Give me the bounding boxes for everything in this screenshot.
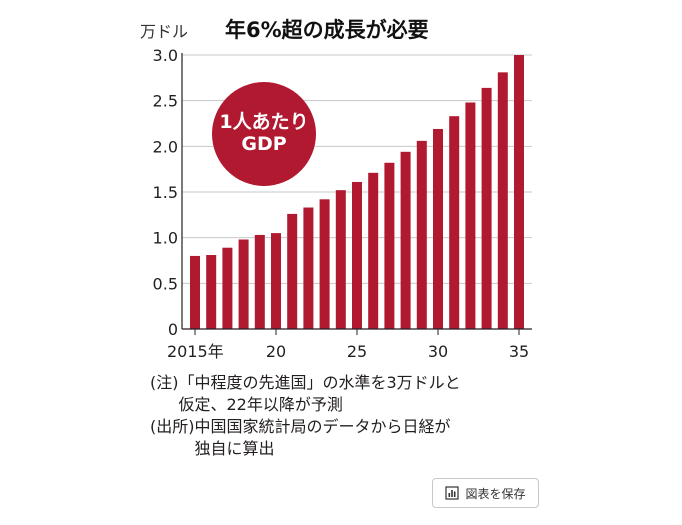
bar: [319, 199, 330, 329]
bar: [238, 239, 249, 329]
y-tick-label: 0.5: [153, 274, 178, 293]
source-tag: (出所): [150, 417, 195, 436]
bar: [303, 207, 314, 329]
note-tag: (注): [150, 373, 179, 392]
chart-title: 年6%超の成長が必要: [225, 18, 429, 42]
bar: [352, 181, 362, 329]
chart-notes: (注) 「中程度の先進国」の水準を3万ドルと 仮定、22年以降が予測 (出所) …: [150, 372, 461, 460]
gdp-badge: 1人あたり GDP: [212, 82, 316, 186]
bar: [400, 151, 411, 329]
badge-line-2: GDP: [241, 133, 287, 155]
bar: [465, 102, 476, 329]
bar: [190, 255, 200, 329]
x-tick-label: 20: [266, 342, 286, 361]
x-tick-label: 30: [428, 342, 448, 361]
bar: [449, 116, 460, 330]
bar: [416, 140, 427, 329]
bar: [271, 233, 281, 329]
source-line-1: 中国国家統計局のデータから日経が: [194, 417, 451, 436]
y-tick-label: 1.5: [153, 183, 178, 202]
note-row: (注) 「中程度の先進国」の水準を3万ドルと 仮定、22年以降が予測: [150, 372, 461, 416]
bar: [335, 190, 346, 329]
x-tick-label: 2015年: [167, 342, 224, 361]
x-tick-label: 25: [347, 342, 367, 361]
chart-icon: [445, 486, 460, 500]
badge-line-1: 1人あたり: [219, 111, 309, 134]
bar: [206, 255, 217, 329]
x-tick-label: 35: [509, 342, 529, 361]
bar: [384, 162, 395, 329]
y-tick-label: 2.5: [153, 92, 178, 111]
bar: [222, 247, 233, 329]
y-tick-label: 0: [168, 320, 178, 339]
bar: [368, 172, 379, 329]
note-line-1: 「中程度の先進国」の水準を3万ドルと: [178, 373, 461, 392]
bar: [254, 234, 265, 329]
note-line-2: 仮定、22年以降が予測: [178, 395, 343, 414]
bar: [287, 213, 298, 329]
bar: [497, 72, 508, 329]
bar: [514, 55, 524, 329]
y-tick-label: 1.0: [153, 229, 178, 248]
source-line-2: 独自に算出: [194, 439, 275, 458]
bar: [481, 87, 492, 329]
source-row: (出所) 中国国家統計局のデータから日経が 独自に算出: [150, 416, 461, 460]
bar: [433, 128, 443, 329]
y-tick-label: 3.0: [153, 46, 178, 65]
save-chart-button[interactable]: 図表を保存: [432, 478, 539, 508]
y-tick-label: 2.0: [153, 137, 178, 156]
save-button-label: 図表を保存: [465, 486, 526, 501]
y-axis-unit-label: 万ドル: [140, 22, 189, 41]
